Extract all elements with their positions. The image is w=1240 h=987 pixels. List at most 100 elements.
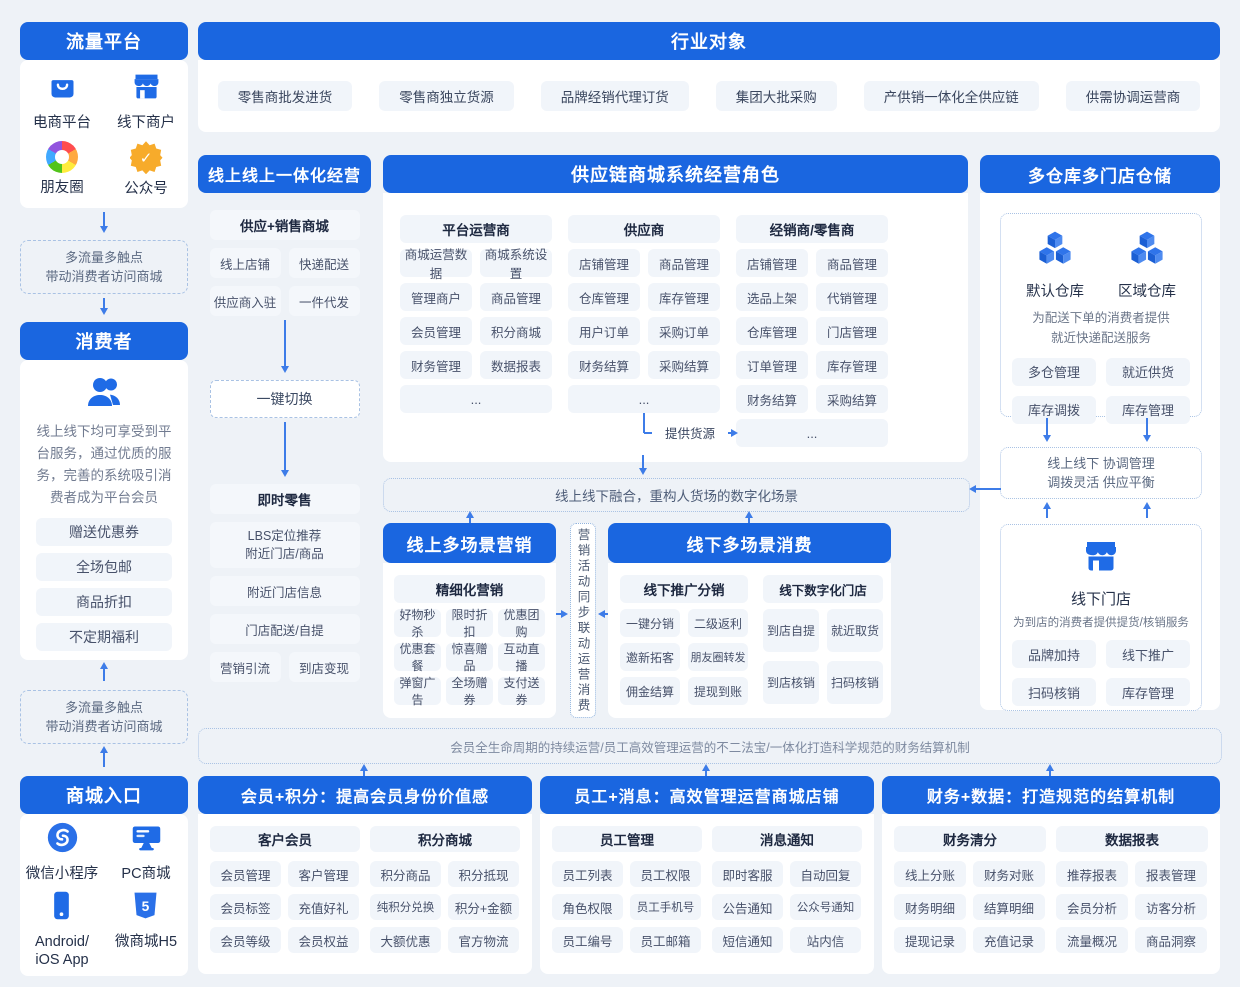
entry-item: 5 微商城H5	[115, 889, 177, 969]
offline-col-header: 线下数字化门店	[763, 575, 883, 603]
warehouse-section: 多仓库多门店仓储 默认仓库 区域仓库 为配送下单的消费者提供 就近快递配送服务 …	[980, 155, 1220, 711]
role-cell: 库存管理	[816, 351, 888, 379]
smartphone-icon	[45, 889, 78, 927]
arrow-up	[702, 764, 710, 777]
online-marketing-card: 精细化营销 好物秒杀 限时折扣 优惠团购 优惠套餐 惊喜赠品 互动直播 弹窗广告…	[383, 563, 556, 718]
arrow-down	[1043, 418, 1051, 442]
svg-text:5: 5	[142, 899, 150, 914]
role-cell: 订单管理	[736, 351, 808, 379]
chip: 自动回复	[790, 861, 861, 887]
arrow-left	[598, 610, 610, 618]
role-cell: 商品管理	[816, 249, 888, 277]
arrow-right	[556, 610, 568, 618]
arrow-up	[360, 764, 368, 777]
marketing-chip: 弹窗广告	[394, 676, 441, 707]
chip: 流量概况	[1056, 927, 1128, 953]
integrated-chip: 供应商入驻	[209, 286, 281, 316]
chip: 角色权限	[552, 894, 623, 920]
chip: 积分抵现	[448, 861, 519, 887]
offline-chip: 佣金结算	[620, 677, 680, 705]
arrow-down	[20, 294, 188, 322]
html5-icon: 5	[129, 889, 162, 927]
chip: 结算明细	[973, 894, 1045, 920]
role-cell: 采购结算	[816, 385, 888, 413]
warehouse-box: 默认仓库 区域仓库 为配送下单的消费者提供 就近快递配送服务 多仓管理 就近供货…	[1000, 213, 1202, 424]
industry-chip: 供需协调运营商	[1065, 81, 1201, 111]
offline-chip: 提现到账	[688, 677, 748, 705]
arrow-left	[969, 485, 1001, 493]
chip: 访客分析	[1135, 894, 1207, 920]
warehouse-item: 默认仓库	[1026, 228, 1084, 301]
consumer-icon	[20, 360, 188, 413]
marketing-chip: 好物秒杀	[394, 608, 441, 639]
role-cell: 商城运营数据	[400, 248, 472, 281]
member-points-section: 会员+积分：提高会员身份价值感 客户会员 会员管理 客户管理 会员标签 充值好礼…	[198, 776, 532, 974]
left-flow-column: 流量平台 电商平台 线下商户 朋友圈 公众号	[20, 22, 188, 976]
chip: 员工手机号	[630, 894, 701, 920]
online-marketing-header: 线上多场景营销	[383, 523, 556, 563]
role-cell: 仓库管理	[568, 283, 640, 311]
offline-chip: 到店自提	[763, 609, 819, 652]
chip: 客户管理	[288, 861, 359, 887]
benefit-chip: 不定期福利	[36, 623, 172, 652]
sub-col-header: 数据报表	[1056, 826, 1208, 852]
sub-col-header: 客户会员	[210, 826, 360, 852]
warehouse-header: 多仓库多门店仓储	[980, 155, 1220, 193]
industry-card: 零售商批发进货 零售商独立货源 品牌经销代理订货 集团大批采购 产供销一体化全供…	[198, 60, 1220, 132]
integrated-chip: LBS定位推荐 附近门店/商品	[209, 522, 360, 568]
entry-bridge-note: 多流量多触点 带动消费者访问商城	[20, 690, 188, 744]
arrow-up	[1043, 502, 1051, 518]
chip: 充值好礼	[288, 894, 359, 920]
chip: 员工邮箱	[630, 927, 701, 953]
chip: 公众号通知	[790, 894, 861, 920]
warehouse-chip: 多仓管理	[1012, 357, 1096, 386]
role-cell: 财务结算	[568, 351, 640, 379]
staff-message-section: 员工+消息：高效管理运营商城店铺 员工管理 员工列表 员工权限 角色权限 员工手…	[540, 776, 874, 974]
chip: 充值记录	[973, 927, 1045, 953]
warehouse-cubes-icon	[1033, 228, 1077, 277]
warehouse-item: 区域仓库	[1118, 228, 1176, 301]
chip: 官方物流	[448, 927, 519, 953]
industry-chip: 集团大批采购	[715, 81, 837, 111]
role-column-distributor: 经销商/零售商 店铺管理 商品管理 选品上架 代销管理 仓库管理 门店管理 订单…	[736, 215, 888, 447]
industry-chip: 产供销一体化全供应链	[863, 81, 1039, 111]
one-key-switch-box: 一键切换	[209, 380, 360, 418]
offline-store-icon	[1081, 537, 1121, 582]
role-cell: 选品上架	[736, 283, 808, 311]
marketing-chip: 优惠团购	[498, 608, 545, 639]
staff-message-card: 员工管理 员工列表 员工权限 角色权限 员工手机号 员工编号 员工邮箱 消息通知…	[540, 814, 874, 974]
chip: 推荐报表	[1056, 861, 1128, 887]
chip: 会员分析	[1056, 894, 1128, 920]
chip: 员工编号	[552, 927, 623, 953]
role-cell: 商城系统设置	[480, 248, 552, 281]
warehouse-desc: 为配送下单的消费者提供 就近快递配送服务	[1032, 311, 1170, 345]
role-header: 平台运营商	[400, 215, 552, 243]
offline-chip: 邀新拓客	[620, 643, 680, 671]
marketing-chip: 支付送券	[498, 676, 545, 707]
chip: 线上分账	[894, 861, 966, 887]
industry-chip: 品牌经销代理订货	[540, 81, 689, 111]
arrow-up	[20, 744, 188, 776]
sync-note: 营销活动同步联动运营消费	[570, 523, 596, 718]
roles-section: 供应链商城系统经营角色 平台运营商 商城运营数据 商城系统设置 管理商户 商品管…	[383, 155, 968, 462]
role-more: ...	[400, 385, 552, 413]
fusion-note: 线上线下融合，重构人货场的数字化场景	[383, 478, 970, 512]
finance-data-card: 财务清分 线上分账 财务对账 财务明细 结算明细 提现记录 充值记录 数据报表 …	[882, 814, 1220, 974]
offline-distribution-column: 线下推广分销 一键分销 二级返利 邀新拓客 朋友圈转发 佣金结算 提现到账	[620, 575, 748, 718]
online-marketing-section: 线上多场景营销 精细化营销 好物秒杀 限时折扣 优惠团购 优惠套餐 惊喜赠品 互…	[383, 523, 556, 718]
marketing-chip: 全场赠券	[446, 676, 493, 707]
offline-chip: 一键分销	[620, 609, 680, 637]
arrow-down	[198, 418, 371, 484]
offline-consume-section: 线下多场景消费 线下推广分销 一键分销 二级返利 邀新拓客 朋友圈转发 佣金结算…	[608, 523, 891, 718]
roles-header: 供应链商城系统经营角色	[383, 155, 968, 193]
integrated-chip: 门店配送/自提	[209, 614, 360, 644]
offline-chip: 就近取货	[827, 609, 883, 652]
official-account-icon	[129, 141, 163, 175]
chip: 站内信	[790, 927, 861, 953]
offline-chip: 到店核销	[763, 661, 819, 704]
arrow-down	[198, 316, 371, 380]
offline-col-header: 线下推广分销	[620, 575, 748, 603]
store-chip: 线下推广	[1106, 640, 1190, 668]
role-more: ...	[568, 385, 720, 413]
